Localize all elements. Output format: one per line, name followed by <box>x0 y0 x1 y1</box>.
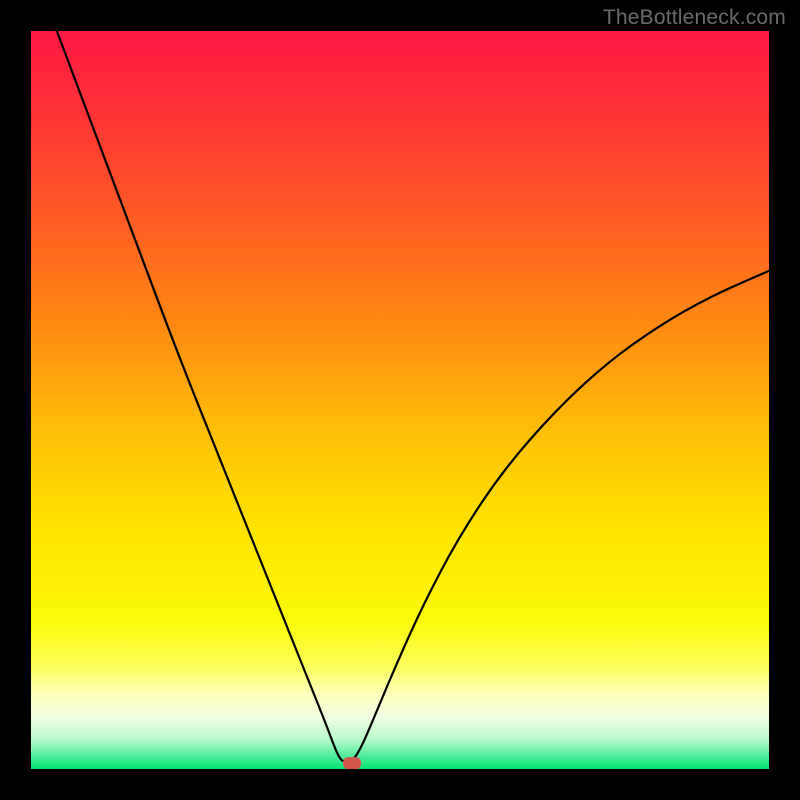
bottleneck-curve-chart <box>0 0 800 800</box>
optimal-point-marker <box>343 757 361 769</box>
watermark-text: TheBottleneck.com <box>603 6 786 30</box>
